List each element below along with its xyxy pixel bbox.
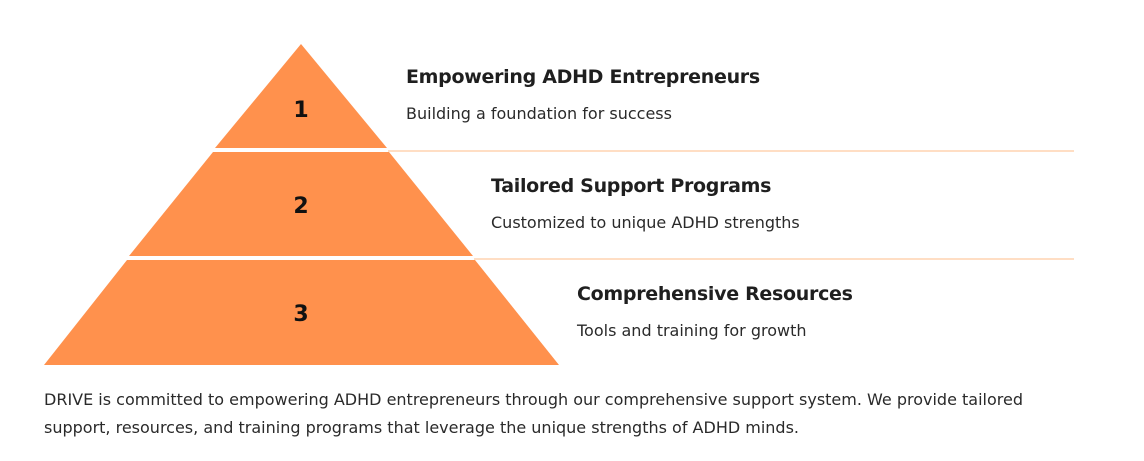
pyramid-tier-1 (215, 44, 387, 148)
tier-description-1: Building a foundation for success (406, 104, 672, 123)
tier-text-2: Tailored Support Programs Customized to … (491, 175, 800, 232)
tier-text-3: Comprehensive Resources Tools and traini… (577, 283, 853, 340)
tier-title-2: Tailored Support Programs (491, 175, 772, 197)
tier-description-2: Customized to unique ADHD strengths (491, 213, 800, 232)
tier-description-3: Tools and training for growth (577, 321, 807, 340)
pyramid-tier-3 (44, 260, 559, 365)
summary-paragraph: DRIVE is committed to empowering ADHD en… (44, 390, 1023, 437)
tier-title-3: Comprehensive Resources (577, 283, 853, 305)
tier-title-1: Empowering ADHD Entrepreneurs (406, 66, 760, 88)
pyramid-tier-2 (129, 152, 473, 256)
pyramid-diagram: 1 2 3 (44, 44, 1074, 365)
tier-text-1: Empowering ADHD Entrepreneurs Building a… (406, 66, 760, 123)
tier-number-2: 2 (293, 194, 308, 219)
tier-number-3: 3 (293, 302, 308, 327)
tier-number-1: 1 (293, 98, 308, 123)
